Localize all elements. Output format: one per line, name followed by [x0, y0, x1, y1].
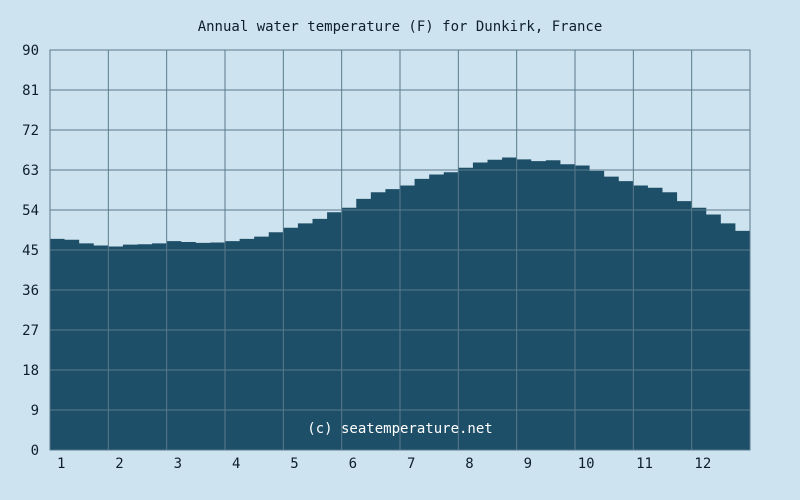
y-tick-label: 36: [22, 283, 39, 299]
y-tick-label: 9: [31, 403, 39, 419]
y-tick-label: 45: [22, 243, 39, 259]
y-tick-label: 81: [22, 83, 39, 99]
x-tick-label: 8: [465, 456, 473, 472]
y-tick-label: 54: [22, 203, 39, 219]
y-tick-labels: 0 9 18 27 36 45 54 63 72 81 90: [22, 43, 39, 459]
chart-title: Annual water temperature (F) for Dunkirk…: [197, 19, 603, 35]
y-tick-label: 18: [22, 363, 39, 379]
x-tick-label: 9: [524, 456, 532, 472]
x-tick-label: 1: [57, 456, 65, 472]
x-tick-label: 5: [290, 456, 298, 472]
x-tick-label: 6: [349, 456, 357, 472]
x-tick-label: 10: [578, 456, 595, 472]
x-tick-label: 12: [694, 456, 711, 472]
y-tick-label: 90: [22, 43, 39, 59]
x-tick-label: 2: [115, 456, 123, 472]
x-tick-label: 3: [174, 456, 182, 472]
plot-frame: [49, 49, 751, 451]
credit-text: (c) seatemperature.net: [307, 421, 492, 437]
x-tick-label: 4: [232, 456, 240, 472]
y-tick-label: 63: [22, 163, 39, 179]
y-tick-label: 27: [22, 323, 39, 339]
x-tick-label: 11: [636, 456, 653, 472]
grid-layer: [50, 49, 750, 451]
x-tick-labels: 1 2 3 4 5 6 7 8 9 10 11 12: [57, 456, 711, 472]
x-tick-label: 7: [407, 456, 415, 472]
y-tick-label: 0: [31, 443, 39, 459]
y-tick-label: 72: [22, 123, 39, 139]
